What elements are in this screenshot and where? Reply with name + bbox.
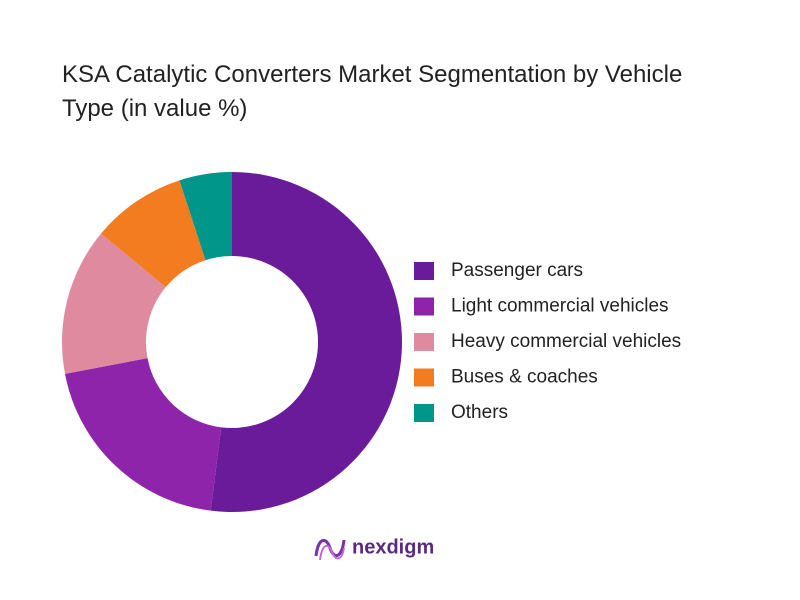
legend-swatch [414, 297, 434, 316]
logo: nexdigm [314, 536, 434, 561]
pie-slice [65, 358, 222, 511]
pie-slice [61, 233, 166, 374]
legend-label: Passenger cars [451, 260, 583, 281]
chart-title: KSA Catalytic Converters Market Segmenta… [62, 61, 683, 122]
logo-icon [319, 544, 345, 561]
legend-label: Light commercial vehicles [451, 296, 669, 317]
logo-text: nexdigm [352, 536, 434, 558]
legend-label: Heavy commercial vehicles [451, 331, 681, 352]
pie-slice [210, 172, 402, 512]
pie-slice [179, 172, 232, 261]
legend-swatch [414, 333, 434, 351]
legend-label: Buses & coaches [451, 367, 598, 388]
pie-slice [101, 180, 206, 288]
legend-label: Others [451, 402, 508, 423]
legend-swatch [414, 404, 434, 422]
legend-swatch [414, 262, 434, 280]
legend-swatch [414, 368, 434, 387]
